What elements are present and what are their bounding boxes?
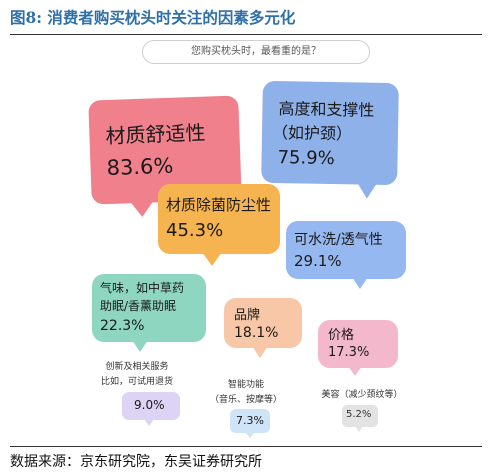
bubble-scent: 气味，如中草药 助眠/香薰助眠 22.3% (92, 274, 206, 352)
source-rule (10, 446, 482, 447)
bubble-height-support-label1: 高度和支撑性 (278, 99, 375, 120)
data-source: 数据来源：京东研究院，东吴证券研究所 (10, 454, 262, 470)
bubble-smart-value: 7.3% (236, 414, 264, 427)
title-rule (10, 34, 482, 35)
bubble-scent-value: 22.3% (100, 318, 145, 334)
bubble-innovation-value: 9.0% (134, 398, 165, 412)
bubble-antibacterial: 材质除菌防尘性 45.3% (158, 184, 280, 266)
bubble-washable-value: 29.1% (294, 252, 342, 270)
bubble-innovation: 9.0% (122, 392, 180, 426)
bubble-washable-label: 可水洗/透气性 (294, 232, 383, 248)
bubble-brand: 品牌 18.1% (224, 298, 302, 358)
bubble-antibacterial-label: 材质除菌防尘性 (166, 196, 272, 214)
bubble-height-support: 高度和支撑性 （如护颈） 75.9% (261, 80, 399, 199)
bubble-washable: 可水洗/透气性 29.1% (286, 221, 406, 289)
bubble-brand-value: 18.1% (234, 325, 279, 341)
bubble-comfort-value: 83.6% (106, 153, 174, 181)
bubble-scent-label2: 助眠/香薰助眠 (100, 299, 177, 313)
bubble-smart: 7.3% (230, 409, 270, 438)
bubble-comfort-label: 材质舒适性 (105, 120, 206, 149)
bubble-scent-label1: 气味，如中草药 (100, 281, 185, 295)
survey-question: 您购买枕头时，最看重的是？ (142, 40, 370, 64)
bubble-price-label: 价格 (328, 328, 355, 343)
bubble-beauty: 5.2% (342, 405, 378, 432)
small-smart-label: 智能功能 （音乐、按摩等） (209, 380, 282, 405)
bubble-price: 价格 17.3% (318, 320, 398, 376)
bubble-brand-label: 品牌 (234, 308, 261, 323)
bubble-beauty-value: 5.2% (346, 409, 372, 420)
small-beauty-label: 美容（减少颈纹等） (321, 390, 403, 400)
bubble-antibacterial-value: 45.3% (166, 220, 224, 241)
figure-title: 图8: 消费者购买枕头时关注的因素多元化 (10, 8, 296, 27)
bubble-height-support-label2: （如护颈） (271, 122, 353, 144)
bubble-height-support-value: 75.9% (277, 147, 335, 170)
bubble-price-value: 17.3% (328, 345, 370, 360)
small-innovation-label: 创新及相关服务 比如，可试用退货 (100, 362, 173, 387)
